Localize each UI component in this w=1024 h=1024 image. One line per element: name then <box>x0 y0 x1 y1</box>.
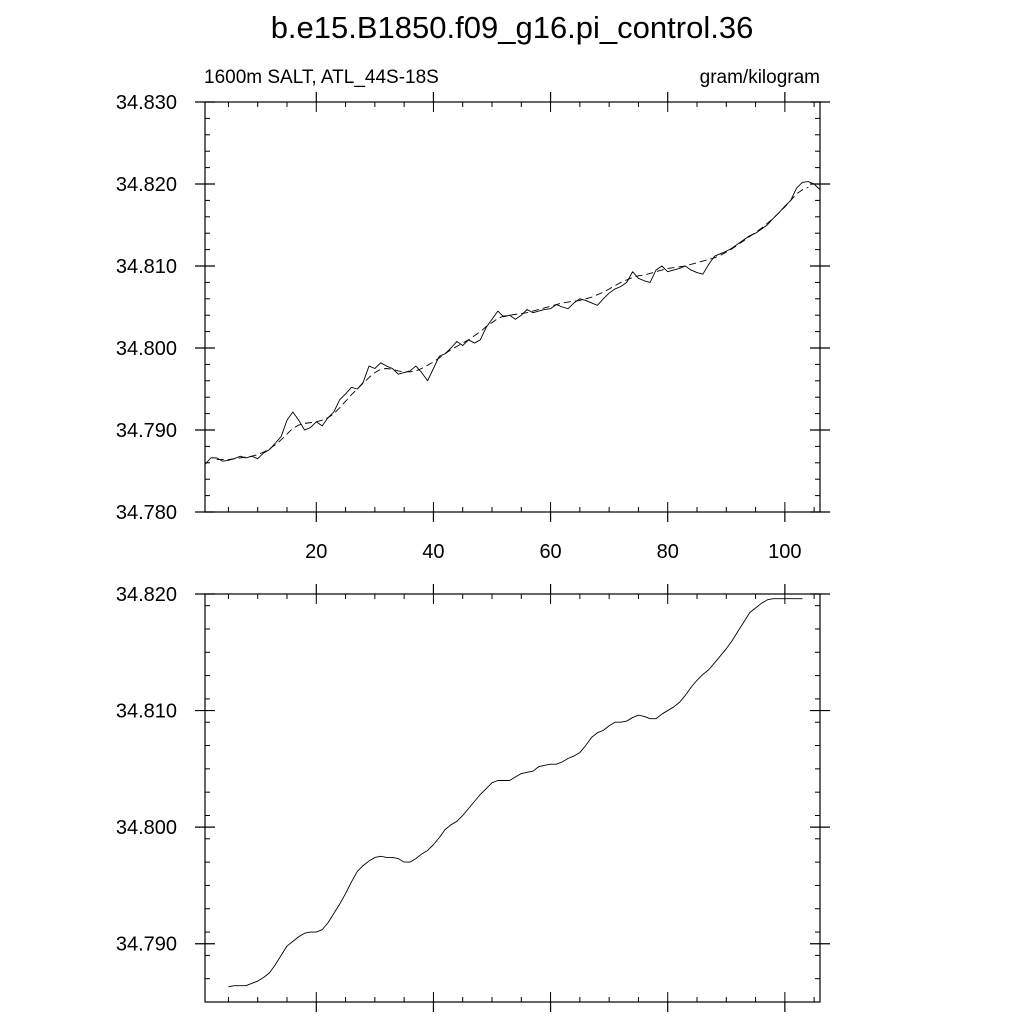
bottom-y-tick-label: 34.800 <box>116 817 177 839</box>
top-x-tick-label: 20 <box>305 541 327 563</box>
bottom-y-tick-label: 34.820 <box>116 584 177 606</box>
top-x-tick-label: 100 <box>768 541 801 563</box>
bottom-panel: 34.790 34.800 34.810 34.820 <box>116 584 830 1012</box>
top-y-tick-label: 34.830 <box>116 92 177 114</box>
top-y-tick-label: 34.780 <box>116 502 177 524</box>
top-panel-left-label: 1600m SALT, ATL_44S-18S <box>204 67 439 88</box>
top-panel: 1600m SALT, ATL_44S-18S gram/kilogram 34… <box>116 67 830 563</box>
top-y-tick-label: 34.810 <box>116 256 177 278</box>
figure-title: b.e15.B1850.f09_g16.pi_control.36 <box>271 10 754 45</box>
top-y-tick-label: 34.800 <box>116 338 177 360</box>
bottom-plot-frame <box>204 593 821 1003</box>
top-x-tick-label: 80 <box>657 541 679 563</box>
top-x-tick-label: 40 <box>422 541 444 563</box>
top-series-line-solid <box>204 181 821 465</box>
top-x-tick-label: 60 <box>539 541 561 563</box>
top-series-line-dashed <box>216 186 809 460</box>
top-plot-frame <box>204 101 821 513</box>
top-y-tick-label: 34.790 <box>116 420 177 442</box>
bottom-y-tick-label: 34.810 <box>116 701 177 723</box>
top-panel-units-label: gram/kilogram <box>700 67 820 88</box>
bottom-y-tick-label: 34.790 <box>116 934 177 956</box>
top-y-tick-label: 34.820 <box>116 174 177 196</box>
bottom-series-line-solid <box>228 598 803 988</box>
